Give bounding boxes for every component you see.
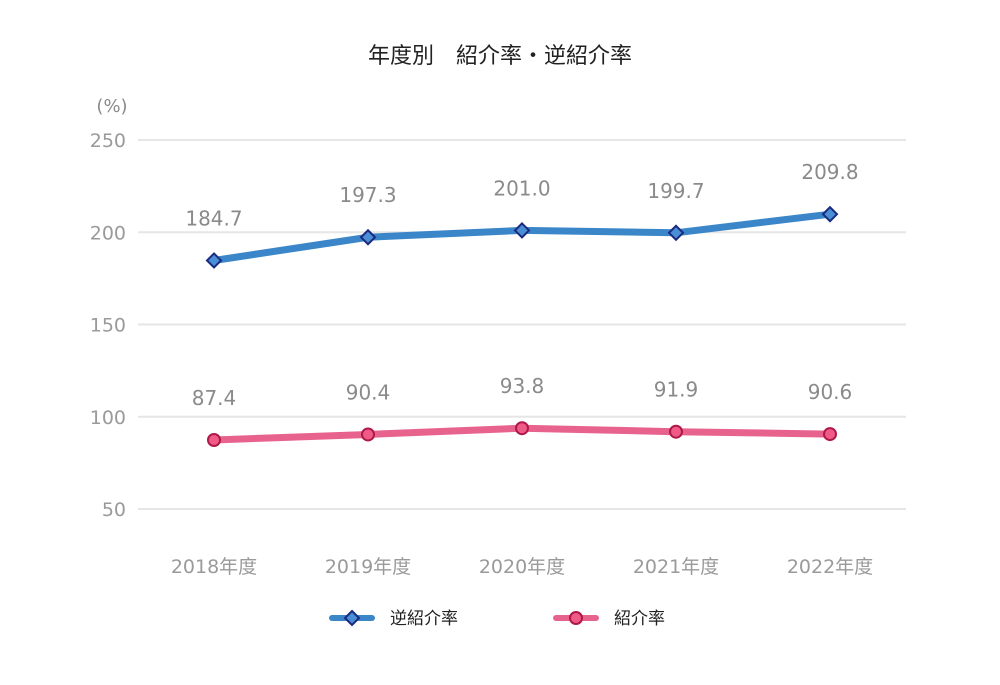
data-point [513, 221, 531, 239]
legend-marker [343, 609, 361, 627]
series-lines [210, 210, 834, 444]
y-tick-label: 50 [102, 499, 126, 521]
x-tick-label: 2021年度 [633, 556, 719, 578]
legend: 逆紹介率 紹介率 [329, 609, 665, 629]
legend-item: 逆紹介率 [329, 609, 458, 629]
data-point [207, 432, 221, 447]
data-point [515, 421, 529, 436]
data-point [823, 427, 837, 442]
data-point [667, 224, 685, 242]
gridlines [138, 139, 906, 510]
data-label: 209.8 [801, 160, 858, 184]
x-tick-label: 2020年度 [479, 556, 565, 578]
y-tick-label: 250 [90, 130, 126, 152]
x-tick-label: 2022年度 [787, 556, 873, 578]
data-point [821, 205, 839, 223]
data-labels: 184.7 197.3 201.0 199.7 209.8 87.4 90.4 93.8 91.… [185, 160, 858, 410]
y-axis-unit-label: (%) [96, 96, 127, 117]
legend-marker [569, 611, 583, 625]
data-label: 90.6 [808, 380, 853, 404]
data-label: 201.0 [493, 176, 550, 200]
y-tick-label: 150 [90, 315, 126, 337]
y-tick-label: 200 [90, 222, 126, 244]
y-tick-label: 100 [90, 407, 126, 429]
legend-label: 逆紹介率 [390, 609, 458, 629]
data-label: 91.9 [654, 378, 699, 402]
data-label: 87.4 [192, 386, 237, 410]
data-point [361, 427, 375, 442]
chart-title: 年度別 紹介率・逆紹介率 [368, 44, 632, 69]
data-label: 199.7 [647, 179, 704, 203]
x-tick-label: 2019年度 [325, 556, 411, 578]
data-label: 90.4 [346, 380, 391, 404]
data-point [359, 228, 377, 246]
data-point [205, 252, 223, 269]
data-label: 197.3 [339, 183, 396, 207]
data-label: 93.8 [500, 374, 545, 398]
series-markers [205, 205, 839, 447]
data-label: 184.7 [185, 206, 242, 230]
x-tick-label: 2018年度 [171, 556, 257, 578]
legend-item: 紹介率 [553, 609, 665, 629]
data-point [669, 424, 683, 439]
legend-label: 紹介率 [614, 609, 665, 629]
x-axis-ticks: 2018年度 2019年度 2020年度 2021年度 2022年度 [171, 556, 873, 578]
y-axis-ticks: 50 100 150 200 250 [90, 130, 126, 521]
